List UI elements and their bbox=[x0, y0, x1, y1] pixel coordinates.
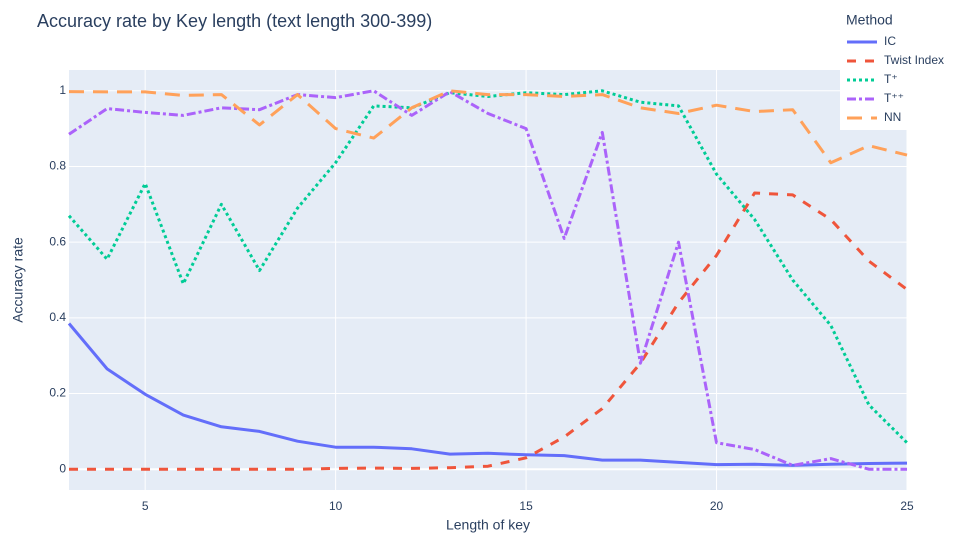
x-tick-label: 10 bbox=[329, 499, 343, 513]
y-tick-label: 1 bbox=[59, 83, 66, 97]
x-tick-label: 5 bbox=[142, 499, 149, 513]
tick-labels: 5 10 15 20 25 0 0.2 0.4 0.6 0.8 1 bbox=[49, 83, 914, 513]
legend-background bbox=[840, 8, 964, 130]
legend-label: NN bbox=[884, 110, 901, 124]
legend-label: Twist Index bbox=[884, 53, 944, 67]
legend-label: IC bbox=[884, 34, 896, 48]
legend-title: Method bbox=[846, 12, 893, 28]
y-tick-label: 0 bbox=[59, 461, 66, 475]
plot-background bbox=[69, 70, 907, 490]
series-line-t-2 bbox=[67, 89, 909, 444]
chart-title: Accuracy rate by Key length (text length… bbox=[37, 11, 432, 31]
y-tick-label: 0.4 bbox=[49, 310, 66, 324]
legend: Method IC Twist Index T⁺ T⁺⁺ NN bbox=[840, 8, 964, 130]
y-axis-label: Accuracy rate bbox=[10, 237, 26, 323]
y-tick-label: 0.2 bbox=[49, 386, 66, 400]
series-line-nn-4 bbox=[68, 89, 908, 165]
series-line-ic-0 bbox=[67, 322, 908, 467]
x-axis-label: Length of key bbox=[446, 517, 530, 533]
legend-label: T⁺⁺ bbox=[884, 91, 904, 105]
x-tick-label: 25 bbox=[900, 499, 914, 513]
legend-label: T⁺ bbox=[884, 72, 898, 86]
series-lines bbox=[67, 89, 909, 471]
series-line-t-3 bbox=[68, 89, 907, 471]
x-tick-label: 20 bbox=[710, 499, 724, 513]
y-tick-label: 0.6 bbox=[49, 234, 66, 248]
x-tick-label: 15 bbox=[519, 499, 533, 513]
y-tick-label: 0.8 bbox=[49, 159, 66, 173]
legend-items: IC Twist Index T⁺ T⁺⁺ NN bbox=[847, 34, 944, 124]
series-line-twist-index-1 bbox=[69, 191, 908, 471]
